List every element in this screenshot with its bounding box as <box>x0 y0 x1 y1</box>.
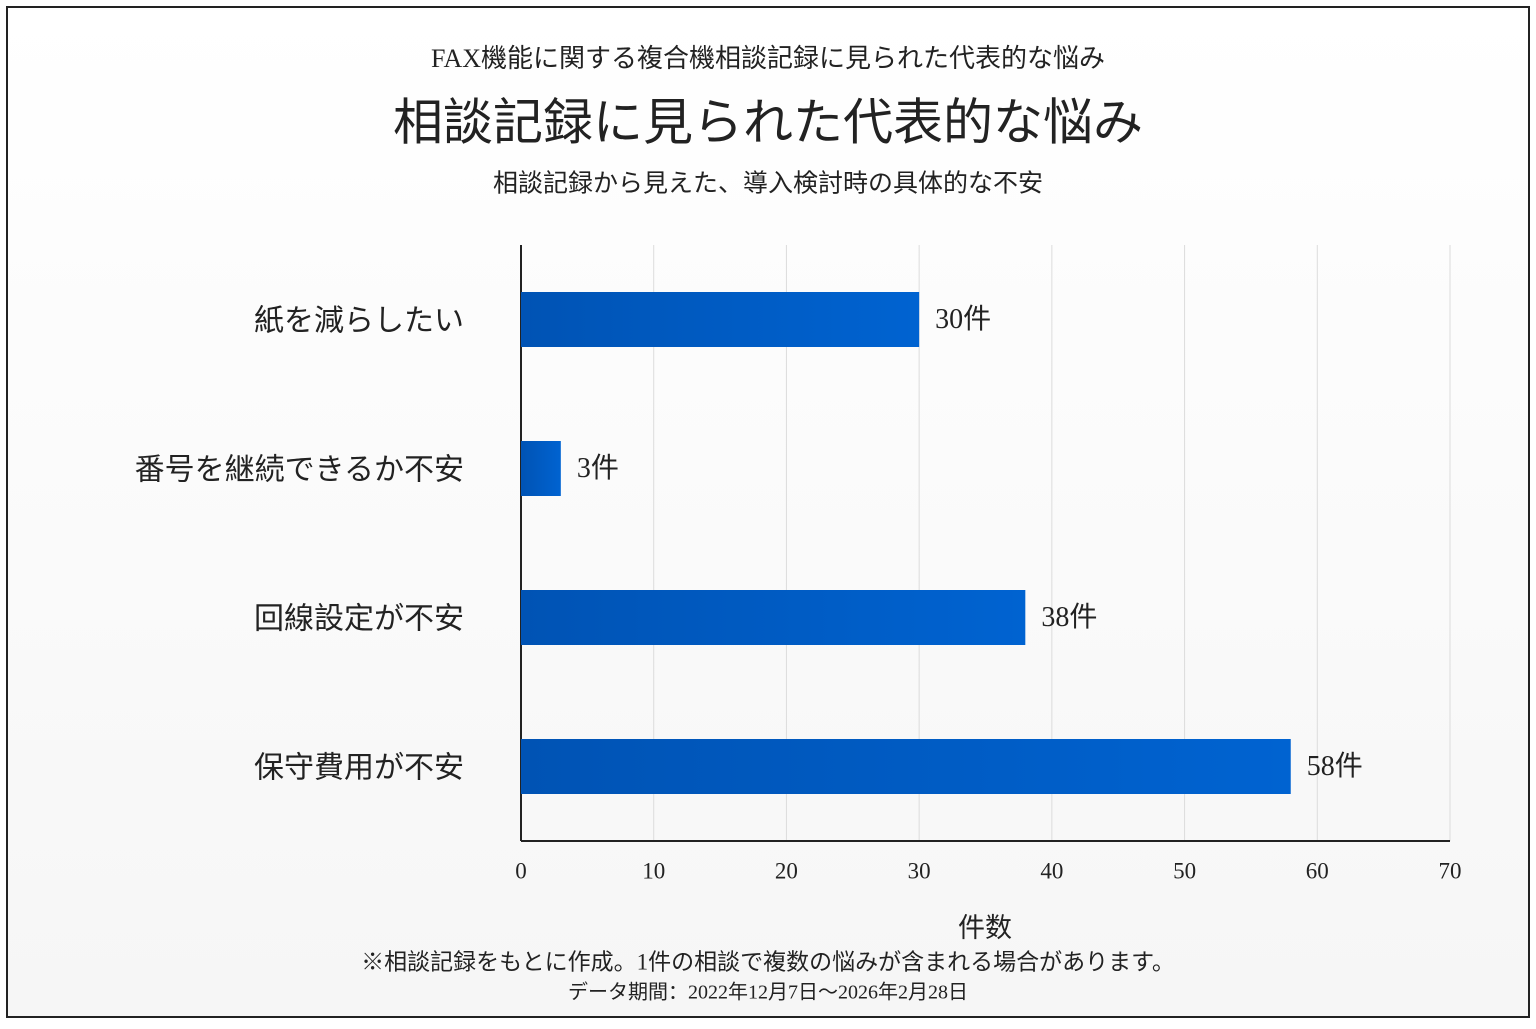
y-tick-label: 保守費用が不安 <box>254 751 464 784</box>
frame <box>6 6 1530 1018</box>
y-tick-label: 紙を減らしたい <box>254 304 464 337</box>
x-tick-label: 30 <box>908 858 931 883</box>
x-tick-label: 10 <box>642 858 665 883</box>
chart-title: 相談記録に見られた代表的な悩み <box>393 94 1143 150</box>
data-period: データ期間：2022年12月7日〜2026年2月28日 <box>568 981 968 1004</box>
x-tick-label: 0 <box>515 858 527 883</box>
footnote: ※相談記録をもとに作成。1件の相談で複数の悩みが含まれる場合があります。 <box>361 949 1175 974</box>
bar-shade <box>521 441 561 496</box>
y-tick-label: 回線設定が不安 <box>254 602 464 635</box>
value-label: 30件 <box>935 303 991 335</box>
chart-subtitle: 相談記録から見えた、導入検討時の具体的な不安 <box>493 170 1043 198</box>
value-label: 38件 <box>1041 601 1097 633</box>
x-tick-label: 40 <box>1040 858 1063 883</box>
x-tick-label: 50 <box>1173 858 1196 883</box>
chart-suptitle: FAX機能に関する複合機相談記録に見られた代表的な悩み <box>431 44 1105 73</box>
x-tick-label: 60 <box>1306 858 1329 883</box>
bar-shade <box>521 739 1291 794</box>
x-tick-label: 70 <box>1439 858 1462 883</box>
bar-shade <box>521 590 1026 645</box>
bar-shade <box>521 292 920 347</box>
value-label: 58件 <box>1307 750 1363 782</box>
y-tick-label: 番号を継続できるか不安 <box>135 453 464 486</box>
x-tick-label: 20 <box>775 858 798 883</box>
x-axis-label: 件数 <box>958 913 1012 943</box>
value-label: 3件 <box>577 452 619 484</box>
